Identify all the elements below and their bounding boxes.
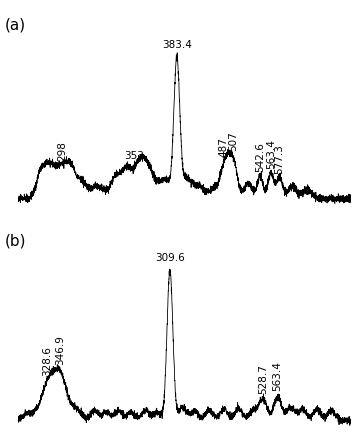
Text: 542.6: 542.6 (255, 142, 265, 172)
Text: (b): (b) (5, 234, 26, 249)
Text: 328.6: 328.6 (42, 346, 52, 376)
Text: 346.9: 346.9 (55, 335, 65, 364)
Text: 353: 353 (124, 150, 144, 161)
Text: 528.7: 528.7 (258, 364, 268, 394)
Text: 383.4: 383.4 (162, 40, 192, 50)
Text: 309.6: 309.6 (155, 253, 185, 263)
Text: 577.3: 577.3 (275, 144, 285, 174)
Text: 563.4: 563.4 (266, 139, 276, 169)
Text: 298: 298 (57, 141, 67, 161)
Text: 507: 507 (228, 132, 239, 151)
Text: (a): (a) (5, 17, 26, 32)
Text: 563.4: 563.4 (273, 361, 283, 391)
Text: 487: 487 (219, 137, 229, 157)
